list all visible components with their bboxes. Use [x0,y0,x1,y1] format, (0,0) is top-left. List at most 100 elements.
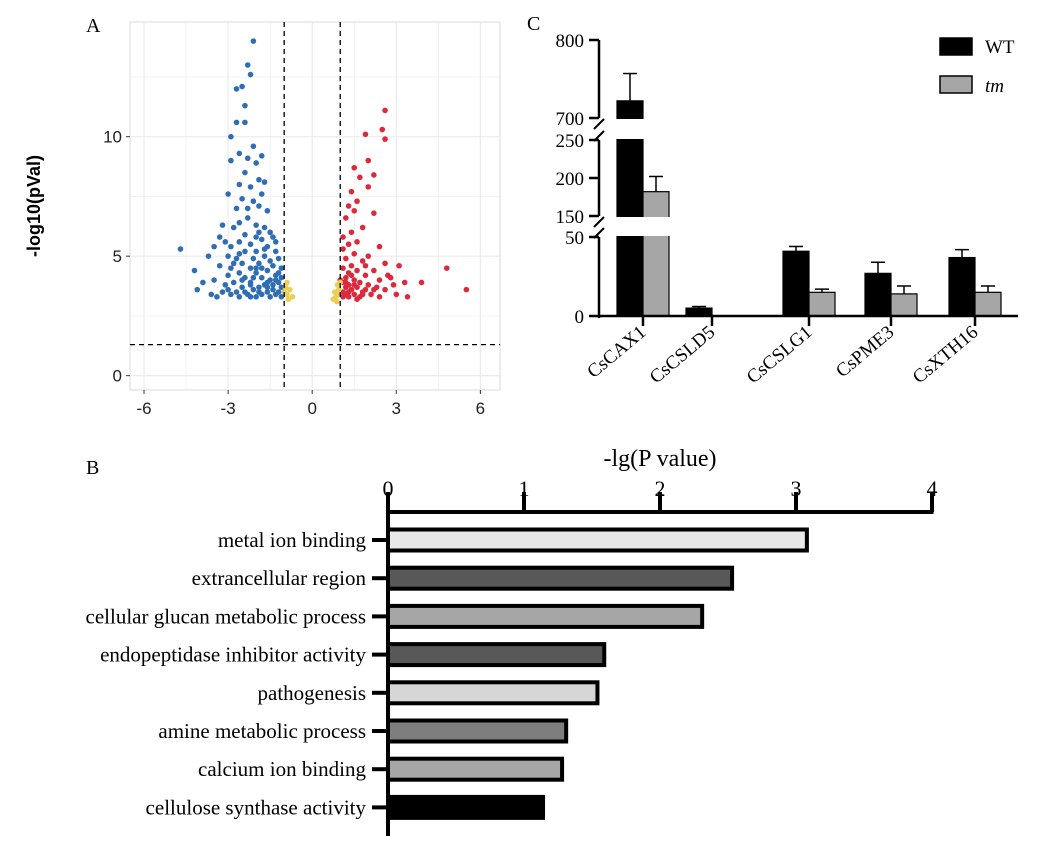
volcano-point-down [244,62,251,68]
y-tick-label: 700 [556,109,585,130]
volcano-point-up [351,282,358,288]
y-tick-label: 800 [556,31,585,52]
volcano-point-up [371,210,377,216]
volcano-point-down [275,289,282,295]
volcano-point-down [247,71,254,78]
volcano-point-up [345,289,352,295]
volcano-point-down [236,294,243,300]
y-tick-label: 0 [575,307,585,328]
volcano-point-down [261,253,268,259]
volcano-point-down [225,286,231,293]
volcano-point-up [348,262,355,269]
x-tick-label: 2 [655,476,666,501]
volcano-point-down [258,236,265,243]
category-label: cellular glucan metabolic process [86,604,366,628]
volcano-point-up [368,291,374,298]
volcano-point-down [275,270,282,276]
volcano-points [177,38,470,305]
volcano-point-up [376,277,383,283]
volcano-point-down [230,224,237,231]
volcano-point-down [253,248,259,255]
volcano-point-down [230,260,237,267]
volcano-point-up [365,282,372,288]
volcano-point-down [272,248,279,255]
volcano-point-up [340,294,346,300]
y-tick-label: 250 [556,131,585,152]
volcano-point-down [236,219,243,226]
volcano-point-down [264,267,271,274]
volcano-point-up [345,294,352,300]
volcano-point-up [343,279,349,286]
volcano-point-up [387,274,394,281]
volcano-point-down [222,282,229,288]
volcano-point-down [233,289,240,295]
volcano-point-ns [334,291,341,298]
x-tick-label: 3 [791,476,802,501]
bar-tm [974,291,1002,317]
volcano-point-up [354,267,360,274]
y-tick-label: 50 [565,228,584,249]
legend-label-tm: tm [985,76,1004,97]
panel-b-label: B [86,457,99,479]
bar-break-gap [616,119,644,139]
panel-a-label: A [86,15,101,37]
volcano-point-up [365,157,372,164]
volcano-point-down [247,294,254,300]
x-tick-label: 0 [307,399,316,418]
volcano-point-down [272,277,279,283]
volcano-point-up [354,296,360,302]
category-label: extrancellular region [192,566,367,590]
volcano-point-down [225,253,231,259]
go-x-axis-title: -lg(P value) [603,446,716,472]
volcano-point-down [200,279,206,286]
volcano-point-down [250,255,257,262]
volcano-point-up [371,172,377,178]
volcano-point-up [345,203,352,209]
volcano-point-down [270,282,276,288]
volcano-point-down [278,274,285,281]
volcano-point-up [343,255,349,262]
volcano-point-down [256,176,262,183]
volcano-point-up [351,207,358,214]
x-tick-label: CsCAX1 [583,322,650,383]
volcano-point-down [250,143,257,150]
x-tick-label: 4 [927,476,938,501]
volcano-point-down [236,239,243,245]
volcano-point-down [228,243,234,250]
go-bar [386,527,809,553]
volcano-point-up [390,282,397,288]
volcano-point-up [351,291,358,298]
volcano-point-down [253,222,259,228]
expression-legend: WT tm [939,37,1015,97]
volcano-point-up [340,265,346,271]
volcano-point-down [250,286,257,293]
category-label: pathogenesis [258,681,366,705]
go-bars: metal ion binding extrancellular region ce… [86,527,809,820]
volcano-point-up [348,272,355,279]
bar-wt [948,256,976,317]
volcano-point-down [270,234,276,240]
volcano-point-down [253,270,259,276]
volcano-point-up [351,250,358,257]
volcano-point-down [194,286,201,293]
volcano-point-up [365,253,372,259]
volcano-point-down [236,181,243,188]
bar-wt [864,272,892,317]
volcano-point-down [256,260,262,267]
volcano-point-down [242,102,248,109]
volcano-point-down [205,253,212,259]
volcano-point-up [365,184,372,190]
volcano-point-down [264,207,271,214]
bar-break-gap [616,217,644,236]
volcano-point-down [270,286,276,293]
volcano-point-down [230,279,237,286]
volcano-y-axis-label: -log10(pVal) [24,155,44,257]
go-bar [386,642,607,668]
axis-break-mark [593,118,605,130]
volcano-point-down [256,203,262,209]
volcano-point-down [242,169,248,176]
volcano-point-down [242,231,248,238]
volcano-point-ns [289,294,296,300]
volcano-point-down [233,205,240,212]
